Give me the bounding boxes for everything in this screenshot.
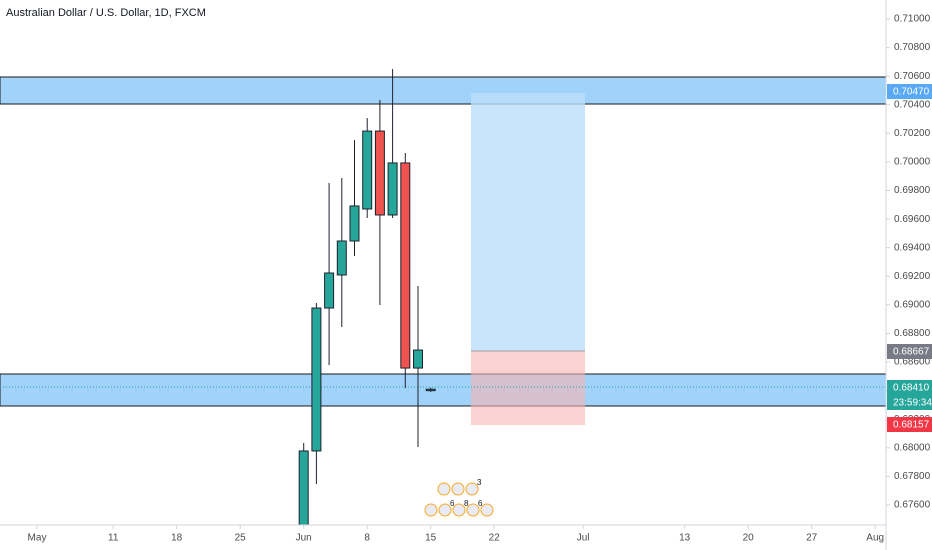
event-icon [466,503,480,517]
events: 3 6 8 6 [424,478,494,517]
candle-body [362,130,373,210]
x-tick-label: 18 [171,533,183,544]
x-tick-label: May [28,533,47,544]
countdown-label: 23:59:34 [893,398,932,409]
y-tick-label: 0.71000 [894,14,931,25]
event-count: 6 [478,499,483,508]
event-icon [451,482,465,496]
candle-body [400,162,411,369]
x-tick-label: 15 [425,533,437,544]
y-tick-label: 0.68000 [894,442,931,453]
x-tick-label: 8 [364,533,370,544]
price-label-bg [887,417,932,432]
y-tick-label: 0.69600 [894,214,931,225]
event-icon [438,503,452,517]
x-tick-label: 11 [108,533,119,544]
y-tick-label: 0.67800 [894,471,931,482]
y-tick-label: 0.70200 [894,128,931,139]
y-tick-label: 0.67600 [894,500,931,511]
event-icon [437,482,451,496]
price-labels: 0.70470 0.68667 0.68410 23:59:34 0.68157 [887,84,932,432]
stop-zone [471,351,585,425]
candle-body [374,130,385,216]
y-tick-label: 0.69800 [894,185,931,196]
x-tick-label: Jul [577,533,590,544]
candle-body [336,240,347,276]
event-icon [452,503,466,517]
price-label-bg [887,84,932,99]
price-label-bg [887,380,932,410]
x-tick-label: Jun [296,533,312,544]
price-label: 0.70470 [893,87,930,98]
chart-title: Australian Dollar / U.S. Dollar, 1D, FXC… [6,7,206,19]
resistance-zone [0,76,886,105]
candle-body [324,272,335,309]
target-zone [471,93,585,351]
x-axis: May 11 18 25 Jun 8 15 22 Jul 13 20 27 Aug [28,525,884,544]
price-label: 0.68157 [893,420,930,431]
candle-body [349,205,360,242]
plot-area [0,69,886,525]
price-label: 0.68410 [893,383,930,394]
candles [298,69,436,525]
x-tick-label: 20 [743,533,755,544]
event-count: 6 [450,499,455,508]
y-tick-label: 0.68800 [894,328,931,339]
candle-body [425,388,436,392]
y-tick-label: 0.69400 [894,242,931,253]
y-tick-label: 0.70600 [894,71,931,82]
y-tick-label: 0.68600 [894,357,931,368]
x-tick-label: 27 [806,533,818,544]
y-tick-label: 0.70000 [894,157,931,168]
candle-body [311,307,322,452]
support-zone [0,373,886,407]
event-count: 8 [464,499,469,508]
y-tick-label: 0.70800 [894,42,931,53]
x-tick-label: 25 [235,533,247,544]
event-icon [465,482,479,496]
y-tick-label: 0.69200 [894,271,931,282]
candle-body [413,349,423,369]
event-icon [424,503,438,517]
x-tick-label: 13 [679,533,691,544]
x-tick-label: 22 [489,533,501,544]
price-label: 0.68667 [893,347,930,358]
candle-body [387,162,398,216]
y-tick-label: 0.70400 [894,99,931,110]
x-tick-label: Aug [866,533,884,544]
candle-body [298,450,309,525]
y-tick-label: 0.69000 [894,300,931,311]
event-icon [480,503,494,517]
event-count: 3 [477,478,482,487]
price-label-bg [887,344,932,359]
